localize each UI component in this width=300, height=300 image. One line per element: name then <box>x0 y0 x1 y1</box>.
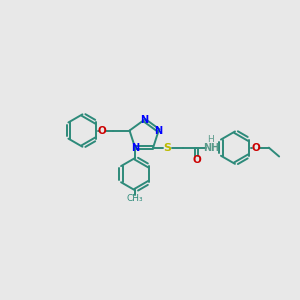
Text: S: S <box>163 143 171 153</box>
Text: N: N <box>140 115 148 125</box>
Text: H: H <box>207 135 214 144</box>
Text: O: O <box>98 125 106 136</box>
Text: N: N <box>154 125 163 136</box>
Text: CH₃: CH₃ <box>127 194 143 203</box>
Text: N: N <box>131 143 139 153</box>
Text: O: O <box>251 143 260 153</box>
Text: O: O <box>192 155 201 165</box>
Text: NH: NH <box>203 143 220 153</box>
